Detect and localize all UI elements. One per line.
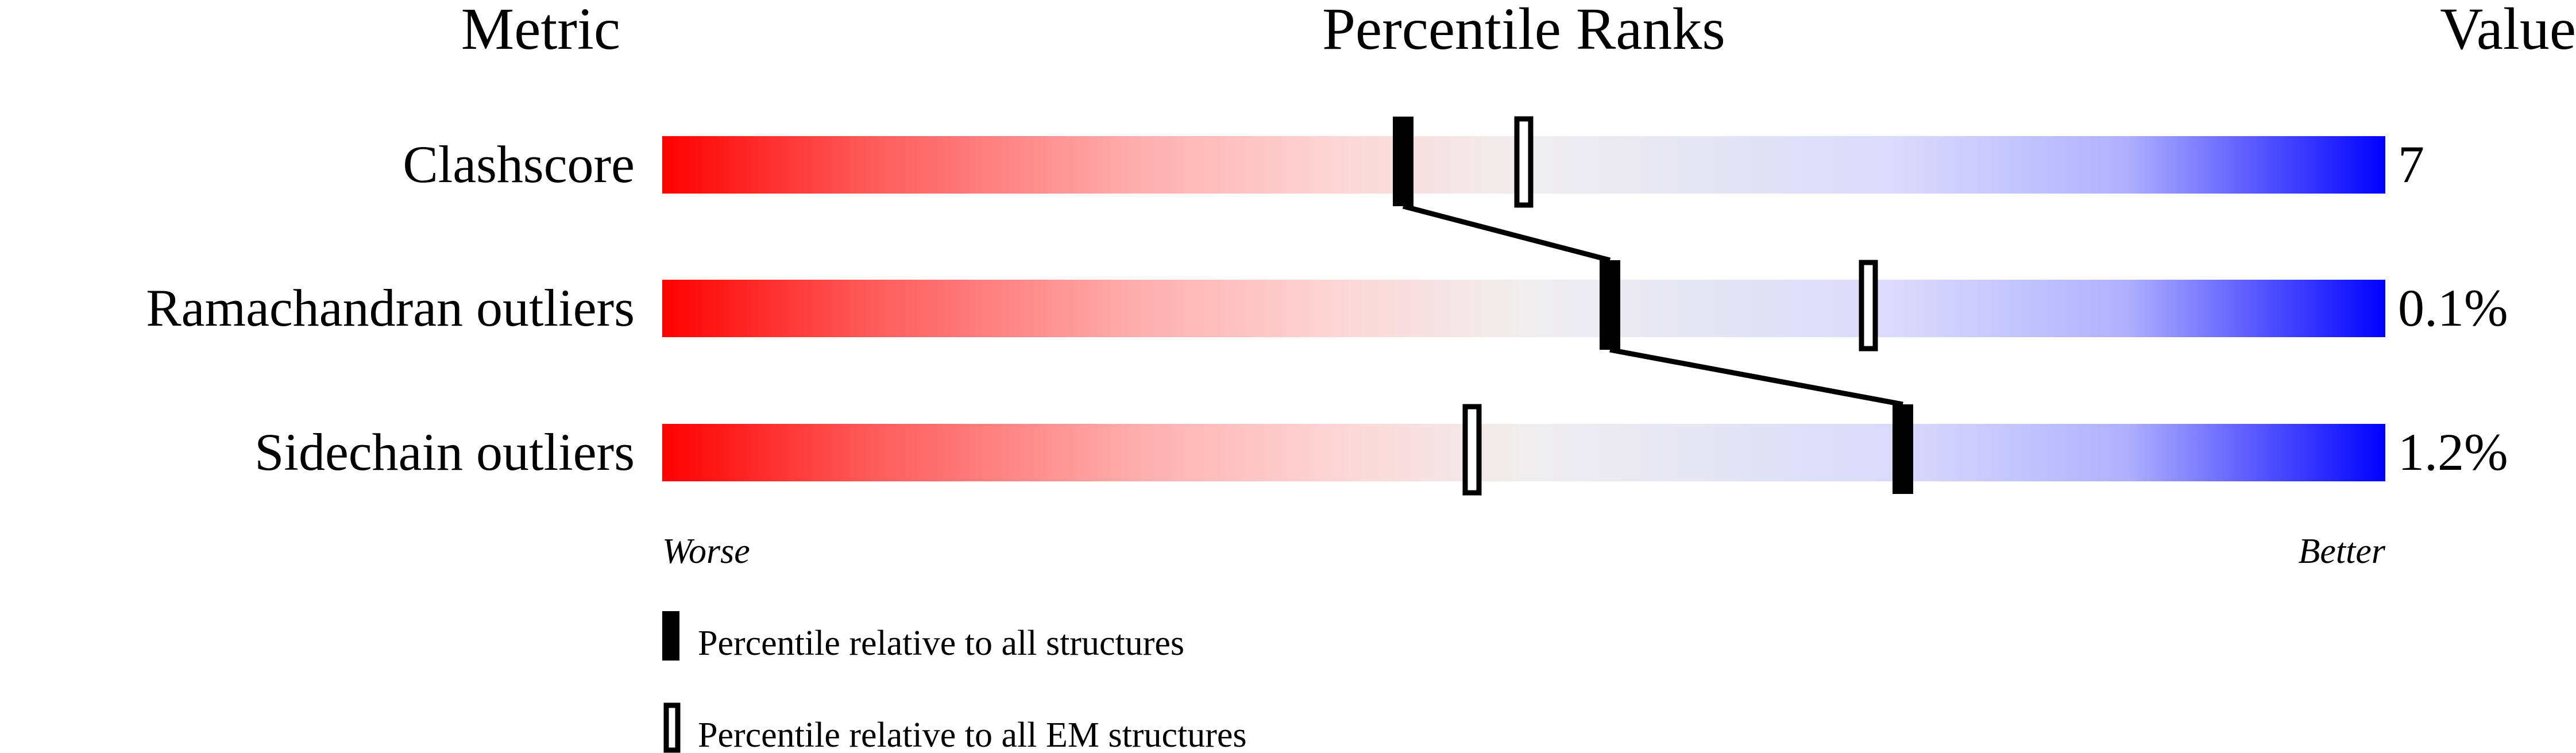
row-value-label: 1.2% [2398,423,2508,481]
marker-all-percentile [1893,404,1913,494]
legend-filled-marker [662,611,679,661]
marker-em-percentile [1859,260,1878,352]
percentile-connector-line [1609,347,1903,407]
row-value-label: 7 [2398,135,2424,194]
worse-label: Worse [662,532,750,571]
marker-em-percentile [1462,404,1482,496]
marker-all-percentile [1600,260,1620,350]
header-percentile-ranks: Percentile Ranks [1322,0,1725,62]
marker-em-percentile [1514,116,1534,208]
header-metric: Metric [461,0,620,62]
row-metric-label: Ramachandran outliers [146,279,635,337]
legend-open-marker [663,702,681,753]
better-label: Better [2299,532,2386,571]
row-metric-label: Sidechain outliers [254,423,635,481]
marker-all-percentile [1393,117,1413,206]
percentile-gradient-bar [662,280,2385,337]
percentile-connector-line [1402,203,1611,263]
legend-label-all: Percentile relative to all structures [698,624,1184,663]
row-metric-label: Clashscore [403,135,635,194]
percentile-gradient-bar [662,424,2385,481]
row-value-label: 0.1% [2398,279,2508,337]
header-value: Value [2440,0,2576,62]
legend-label-em: Percentile relative to all EM structures [698,716,1247,753]
